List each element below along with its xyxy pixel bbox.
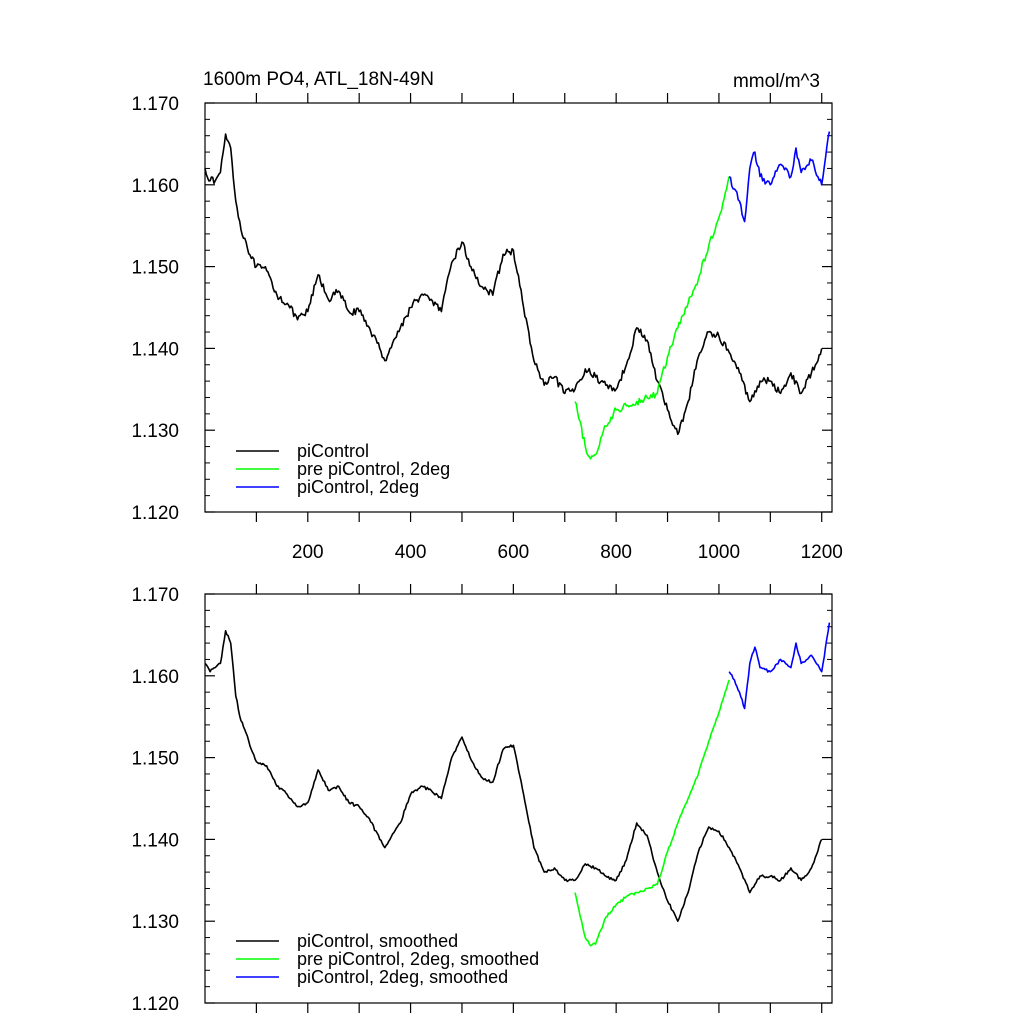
bottom-ytick-label: 1.170 bbox=[131, 585, 179, 606]
top-series-line-picontrol bbox=[204, 133, 823, 436]
top-ytick-label: 1.170 bbox=[131, 94, 179, 115]
top-legend-label: piControl bbox=[297, 441, 369, 461]
bottom-legend-label: piControl, smoothed bbox=[297, 931, 458, 951]
top-plot-frame bbox=[204, 102, 833, 513]
bottom-axis-ticks: 1.120 1.130 1.140 1.150 1.160 1.170 bbox=[131, 584, 832, 1015]
bottom-ytick-label: 1.120 bbox=[131, 994, 179, 1015]
bottom-series-lines bbox=[204, 622, 831, 947]
bottom-series-line-picontrol-smoothed bbox=[204, 630, 823, 922]
top-axis-ticks: 1.120 1.130 1.140 1.150 1.160 1.170 200 400 600 8… bbox=[131, 93, 843, 563]
bottom-legend-label: pre piControl, 2deg, smoothed bbox=[297, 949, 539, 969]
top-legend-label: pre piControl, 2deg bbox=[297, 459, 450, 479]
bottom-series-line-pre-picontrol-2deg-smoothed bbox=[574, 679, 730, 947]
top-ytick-label: 1.140 bbox=[131, 339, 179, 360]
top-xtick-label: 600 bbox=[498, 542, 530, 563]
top-xtick-label: 800 bbox=[600, 542, 632, 563]
top-ytick-label: 1.160 bbox=[131, 176, 179, 197]
bottom-ytick-label: 1.130 bbox=[131, 912, 179, 933]
top-legend-label: piControl, 2deg bbox=[297, 477, 419, 497]
bottom-ytick-label: 1.160 bbox=[131, 667, 179, 688]
top-ytick-label: 1.150 bbox=[131, 258, 179, 279]
top-series-lines bbox=[204, 131, 831, 460]
top-panel: 1600m PO4, ATL_18N-49N mmol/m^3 1.1201.1… bbox=[131, 69, 842, 563]
top-series-line-pre-picontrol-2deg bbox=[574, 176, 730, 460]
top-xtick-label: 200 bbox=[292, 542, 324, 563]
bottom-ytick-label: 1.150 bbox=[131, 749, 179, 770]
top-ytick-label: 1.120 bbox=[131, 503, 179, 524]
bottom-series-line-picontrol-2deg-smoothed bbox=[728, 622, 831, 710]
bottom-panel: 1.120 1.130 1.140 1.150 1.160 1.170 piControl… bbox=[131, 584, 833, 1015]
bottom-ytick-label: 1.140 bbox=[131, 830, 179, 851]
top-xtick-label: 400 bbox=[395, 542, 427, 563]
top-xtick-label: 1200 bbox=[801, 542, 843, 563]
top-panel-title: 1600m PO4, ATL_18N-49N bbox=[203, 69, 434, 90]
top-panel-units: mmol/m^3 bbox=[733, 71, 820, 92]
bottom-plot-frame bbox=[204, 593, 833, 1004]
top-ytick-label: 1.130 bbox=[131, 421, 179, 442]
top-xtick-label: 1000 bbox=[698, 542, 740, 563]
top-series-line-picontrol-2deg bbox=[728, 131, 831, 223]
bottom-legend-label: piControl, 2deg, smoothed bbox=[297, 967, 508, 987]
